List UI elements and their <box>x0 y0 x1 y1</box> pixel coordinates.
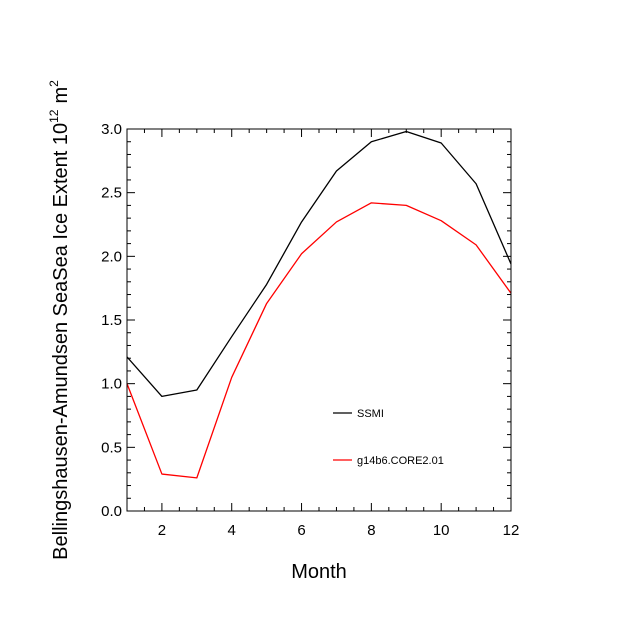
y-tick-label: 2.5 <box>101 185 122 202</box>
major-ticks <box>127 128 512 512</box>
y-tick-label: 2.0 <box>101 248 122 265</box>
plot-frame <box>126 128 512 512</box>
legend: SSMI g14b6.CORE2.01 <box>333 408 444 467</box>
y-tick-label: 1.5 <box>101 312 122 329</box>
x-tick-label: 6 <box>297 522 305 539</box>
series-line-ssmi <box>126 130 512 398</box>
y-axis-label-exponent: 12 <box>47 109 61 123</box>
minor-ticks <box>126 129 511 511</box>
x-tick-label: 10 <box>433 522 450 539</box>
legend-label-g14b6: g14b6.CORE2.01 <box>357 455 444 467</box>
y-axis-label-unit-exponent: 2 <box>47 80 61 87</box>
series-layer <box>126 130 512 479</box>
y-axis-label-unit: m <box>50 87 72 104</box>
x-axis-label: Month <box>291 561 347 583</box>
legend-label-ssmi: SSMI <box>357 408 384 420</box>
tick-labels: 2 4 6 8 10 12 0.0 0.5 1.0 1.5 2.0 2.5 3.0 <box>101 121 519 539</box>
x-tick-label: 8 <box>367 522 375 539</box>
y-axis-label-main: Bellingshausen-Amundsen SeaSea Ice Exten… <box>50 123 72 560</box>
y-tick-label: 0.0 <box>101 503 122 520</box>
x-tick-label: 12 <box>503 522 520 539</box>
y-axis-label: Bellingshausen-Amundsen SeaSea Ice Exten… <box>47 80 72 560</box>
series-line-g14b6-core2-01 <box>126 202 512 479</box>
x-tick-label: 2 <box>158 522 166 539</box>
y-tick-label: 1.0 <box>101 376 122 393</box>
y-tick-label: 3.0 <box>101 121 122 138</box>
x-tick-label: 4 <box>228 522 236 539</box>
y-tick-label: 0.5 <box>101 439 122 456</box>
